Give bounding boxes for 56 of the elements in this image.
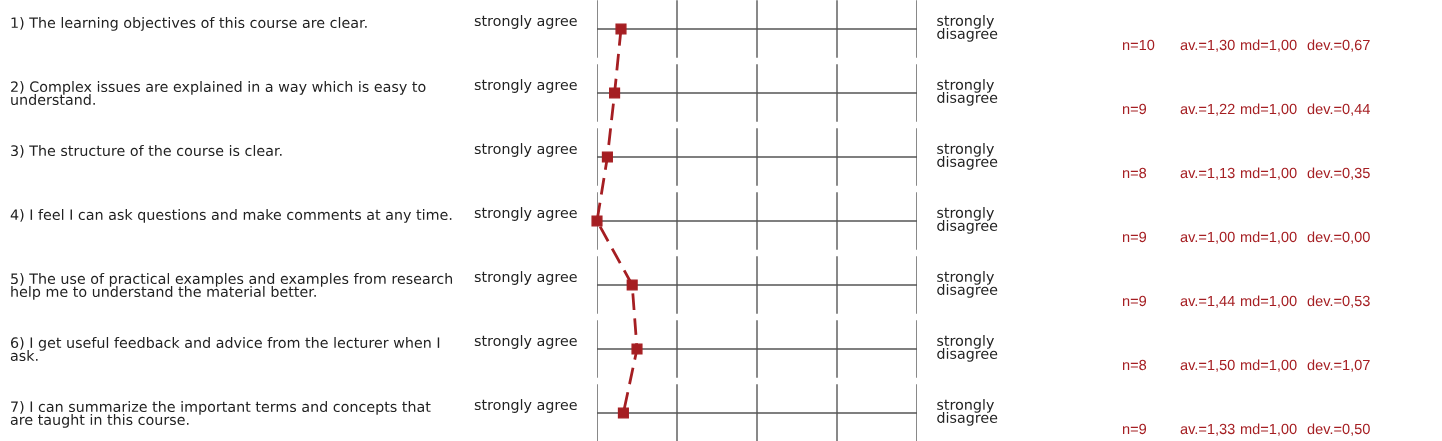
point [591,215,603,227]
y-tick-label: 7) I can summarize the important terms and concepts that are taught in this course. [10,401,431,428]
text: strongly disagree [937,78,998,106]
text: dev.=0,00 [1307,231,1370,244]
text: n=8 [1122,359,1147,371]
text: md=1,00 [1240,39,1297,52]
text: n=9 [1122,423,1147,435]
text: strongly agree [474,143,577,157]
point [626,279,638,291]
text: n=10 [1122,39,1155,51]
text: n=9 [1122,295,1147,307]
text: md=1,00 [1240,167,1297,180]
y-tick-label: 4) I feel I can ask questions and make comments at any time. [10,209,452,223]
data-label: av.=1,00 [1180,231,1235,244]
text: strongly agree [474,207,577,221]
text: n=9 [1122,103,1147,115]
point [609,87,621,99]
text: dev.=0,53 [1307,295,1370,308]
y-tick-label: 1) The learning objectives of this course are clear. [11,17,367,31]
text: md=1,00 [1240,231,1297,244]
text: dev.=0,50 [1307,423,1370,436]
y-tick-label: 5) The use of practical examples and examples from research help me to understand the material better. [11,273,453,300]
data-label: av.=1,13 [1180,167,1235,180]
data-label: av.=1,30 [1180,39,1235,52]
y-tick-label: 6) I get useful feedback and advice from the lecturer when I ask. [10,337,440,362]
text: strongly agree [474,15,577,29]
data-label: av.=1,44 [1180,295,1235,308]
text: strongly disagree [937,14,998,42]
text: strongly agree [474,399,577,413]
text: strongly disagree [937,334,998,362]
text: strongly agree [474,271,577,285]
text: dev.=0,44 [1307,103,1370,116]
text: strongly disagree [937,398,998,426]
text: md=1,00 [1240,423,1297,436]
data-label: av.=1,33 [1180,423,1235,436]
text: dev.=0,35 [1307,167,1370,180]
text: strongly disagree [937,270,998,298]
data-label: av.=1,22 [1180,103,1235,116]
point [617,407,629,419]
text: n=8 [1122,167,1147,179]
text: md=1,00 [1240,103,1297,116]
point [631,343,643,355]
point [601,151,613,163]
text: md=1,00 [1240,359,1297,372]
text: strongly disagree [937,206,998,234]
y-tick-label: 3) The structure of the course is clear. [11,145,282,158]
text: dev.=0,67 [1307,39,1370,52]
text: dev.=1,07 [1307,359,1370,372]
text: strongly agree [474,335,577,349]
data-label: av.=1,50 [1180,359,1235,372]
y-tick-label: 2) Complex issues are explained in a way which is easy to understand. [11,81,426,106]
text: md=1,00 [1240,295,1297,308]
point [615,23,627,35]
text: n=9 [1122,231,1147,243]
text: strongly disagree [937,142,998,170]
text: strongly agree [474,79,577,93]
